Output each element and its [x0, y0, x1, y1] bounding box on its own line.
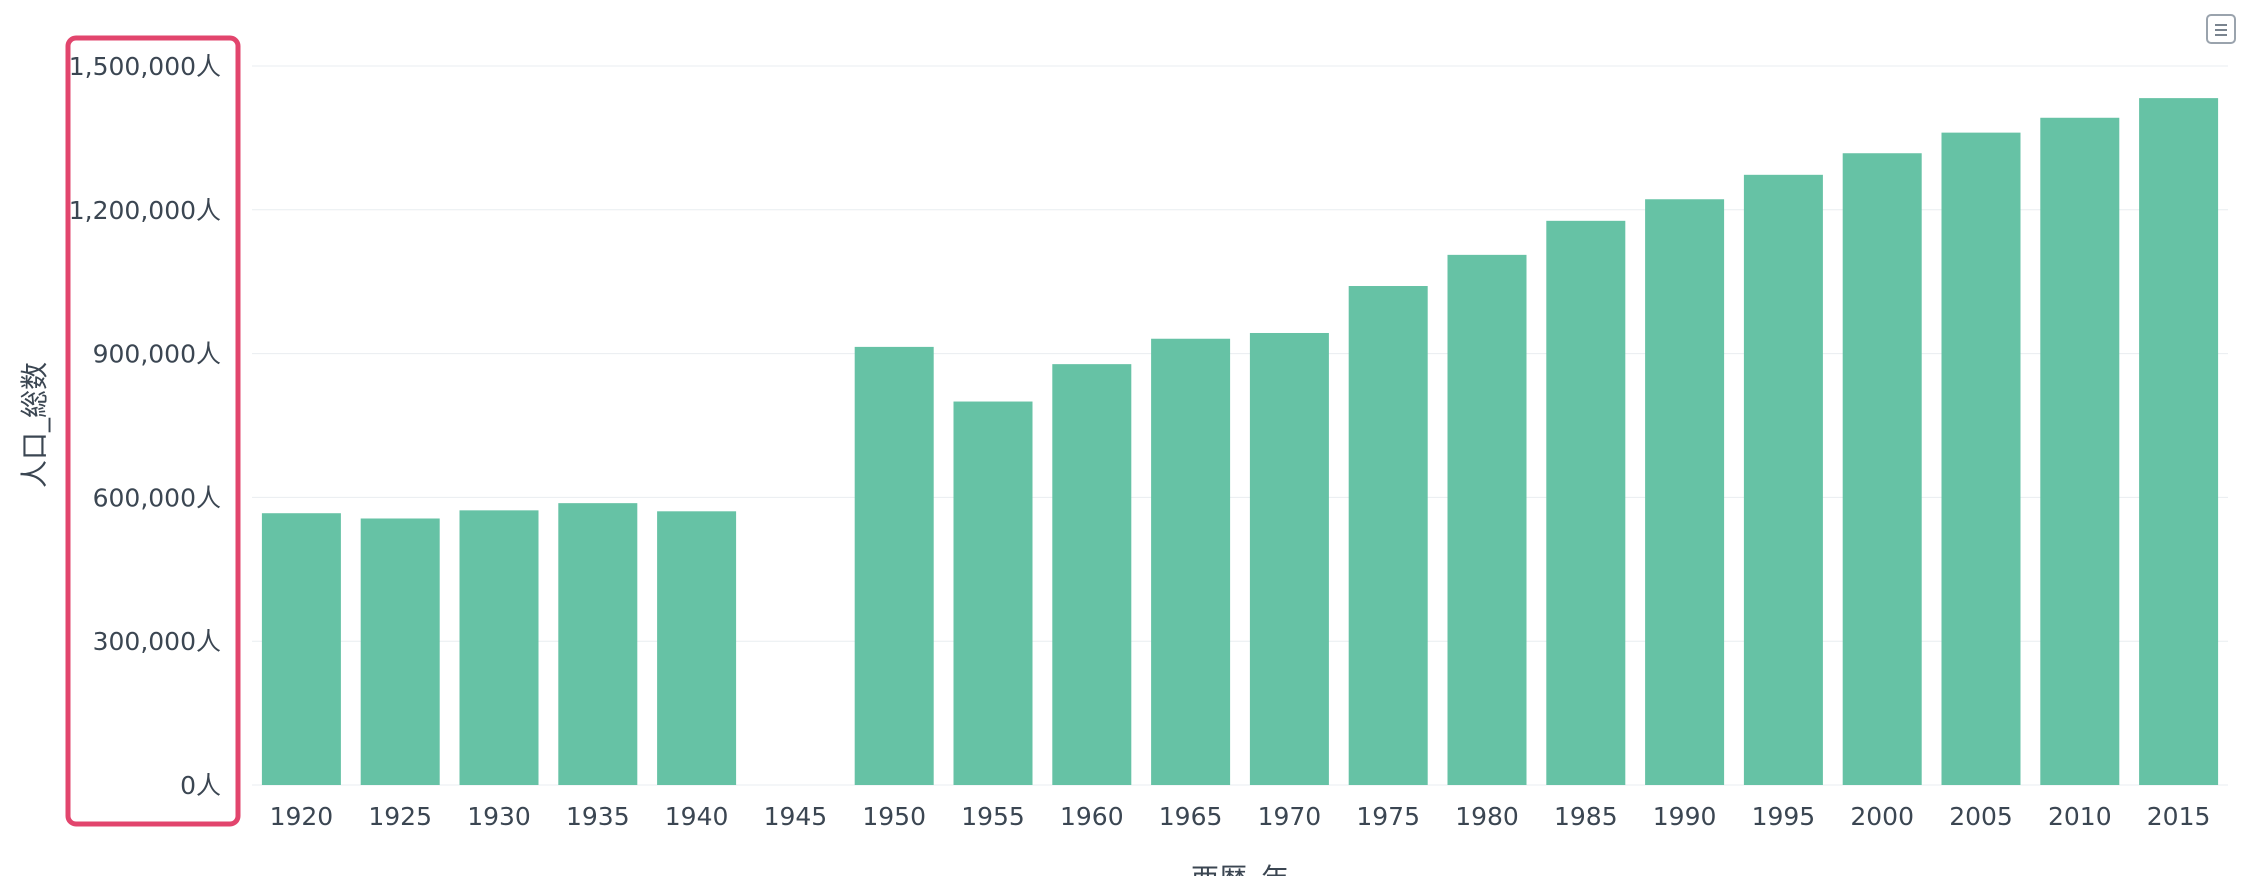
y-tick-label: 1,500,000人	[69, 52, 221, 81]
bar	[2139, 98, 2219, 785]
bar	[1842, 153, 1922, 786]
x-tick-label: 1920	[270, 802, 334, 831]
x-tick-label: 1925	[368, 802, 432, 831]
x-tick-label: 1985	[1554, 802, 1618, 831]
bar	[1447, 254, 1527, 786]
x-tick-label: 1950	[862, 802, 926, 831]
bar	[1249, 332, 1329, 785]
x-tick-label: 1980	[1455, 802, 1519, 831]
y-tick-label: 300,000人	[93, 627, 221, 656]
menu-icon-line	[2215, 34, 2227, 36]
x-tick-label: 1930	[467, 802, 531, 831]
y-tick-label: 600,000人	[93, 483, 221, 512]
bar	[1645, 199, 1725, 786]
bar	[2040, 117, 2120, 785]
x-tick-label: 1935	[566, 802, 630, 831]
y-tick-label: 900,000人	[93, 340, 221, 369]
x-tick-label: 1990	[1653, 802, 1717, 831]
y-tick-label: 0人	[180, 771, 221, 800]
bar	[558, 503, 638, 785]
x-tick-label: 1965	[1159, 802, 1223, 831]
bar	[657, 511, 737, 785]
grid-lines	[252, 65, 2228, 786]
x-tick-label: 2005	[1949, 802, 2013, 831]
bar	[854, 346, 934, 785]
x-tick-label: 2015	[2147, 802, 2211, 831]
x-tick-label: 1955	[961, 802, 1025, 831]
x-axis-title: 西暦_年	[1191, 862, 1289, 876]
x-tick-label: 1975	[1356, 802, 1420, 831]
x-tick-label: 2000	[1850, 802, 1914, 831]
bar	[1546, 220, 1626, 786]
x-tick-label: 1995	[1752, 802, 1816, 831]
bar	[459, 510, 539, 785]
y-axis-highlight-box	[65, 35, 241, 827]
bar	[1743, 174, 1823, 786]
bar	[261, 513, 341, 785]
bar	[1151, 338, 1231, 785]
bar	[953, 401, 1033, 785]
bar	[1348, 286, 1428, 785]
bar	[1052, 364, 1132, 785]
menu-button[interactable]	[2206, 14, 2236, 44]
bar	[1941, 132, 2021, 786]
bar	[360, 518, 440, 785]
menu-icon-line	[2215, 29, 2227, 31]
x-tick-label: 1970	[1258, 802, 1322, 831]
bars	[261, 98, 2219, 786]
y-axis-ticks: 0人 300,000人 600,000人 900,000人 1,200,000人 1,50…	[69, 52, 221, 800]
x-tick-label: 1960	[1060, 802, 1124, 831]
x-axis-ticks: 1920 1925 1930 1935 1940 1945 1950 1955 1960 1965…	[270, 802, 2211, 831]
x-tick-label: 2010	[2048, 802, 2112, 831]
x-tick-label: 1945	[764, 802, 828, 831]
y-tick-label: 1,200,000人	[69, 196, 221, 225]
y-axis-title: 人口_総数	[18, 362, 51, 488]
x-tick-label: 1940	[665, 802, 729, 831]
menu-icon	[2215, 24, 2227, 26]
